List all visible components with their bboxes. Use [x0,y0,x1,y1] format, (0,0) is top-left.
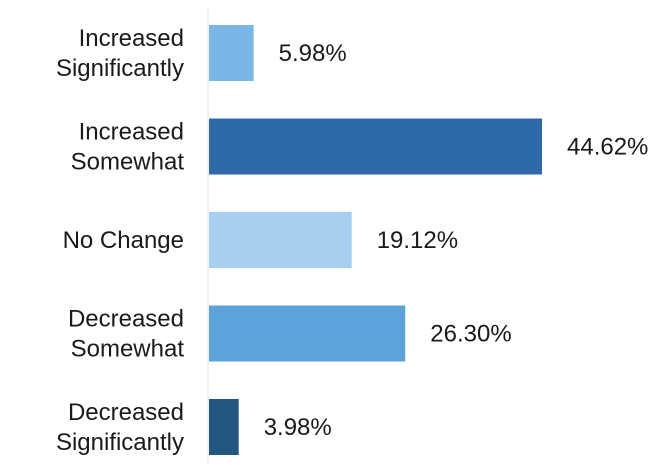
value-label-decreased-somewhat: 26.30% [430,321,511,348]
category-label-line: Significantly [56,429,184,456]
bar-increased-significantly [209,25,254,81]
category-label-line: Somewhat [71,149,185,176]
value-label-increased-somewhat: 44.62% [567,134,648,161]
category-label-increased-significantly: Increased Significantly [56,25,184,82]
category-label-decreased-somewhat: Decreased Somewhat [68,306,184,363]
category-label-line: Increased [79,119,184,146]
category-label-decreased-significantly: Decreased Significantly [56,399,184,456]
category-label-line: Increased [79,25,184,52]
category-label-line: Significantly [56,55,184,82]
category-label-line: Decreased [68,306,184,333]
value-label-no-change: 19.12% [377,227,458,254]
bar-no-change [209,212,352,268]
category-label-line: Somewhat [71,336,185,363]
category-label-no-change: No Change [63,227,184,254]
bar-decreased-significantly [209,399,239,455]
value-label-increased-significantly: 5.98% [279,40,347,67]
value-label-decreased-significantly: 3.98% [264,414,332,441]
bar-increased-somewhat [209,118,542,175]
category-label-line: Decreased [68,399,184,426]
bar-decreased-somewhat [209,305,406,362]
category-label-increased-somewhat: Increased Somewhat [71,119,185,176]
category-label-line: No Change [63,227,184,254]
